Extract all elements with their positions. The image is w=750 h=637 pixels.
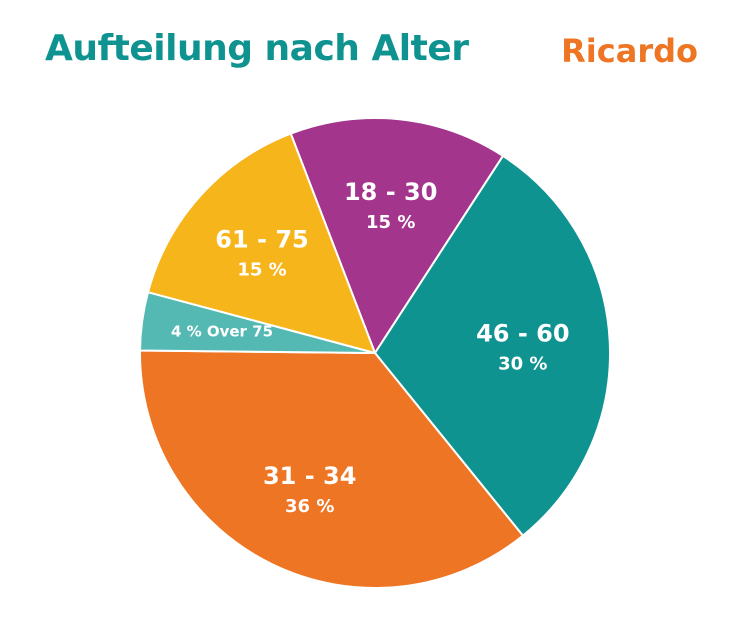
pie-labels: 18 - 30 15 % 46 - 60 30 % 31 - 34 36 % 4 % Ove… bbox=[171, 178, 570, 517]
pie-slice-61-75 bbox=[146, 132, 377, 355]
slice-category-label: 61 - 75 bbox=[215, 225, 308, 253]
pie-slice-31-34 bbox=[139, 349, 525, 589]
slice-category-label: 46 - 60 bbox=[476, 319, 569, 347]
slice-category-label: 31 - 34 bbox=[263, 462, 356, 490]
slice-percent-label: 30 % bbox=[498, 353, 547, 374]
chart-title: Aufteilung nach Alter bbox=[45, 28, 469, 69]
pie-slice-46-60 bbox=[373, 154, 611, 538]
slice-label: 4 % Over 75 bbox=[171, 322, 273, 340]
slice-percent-label: 15 % bbox=[237, 259, 286, 280]
slice-category-label: 18 - 30 bbox=[344, 178, 437, 206]
brand-logo-text: Ricardo bbox=[561, 32, 698, 70]
pie-slice-18-30 bbox=[289, 116, 505, 356]
slice-percent-label: 36 % bbox=[285, 496, 334, 517]
slice-percent-label: 15 % bbox=[366, 212, 415, 233]
pie-slices bbox=[138, 116, 611, 589]
